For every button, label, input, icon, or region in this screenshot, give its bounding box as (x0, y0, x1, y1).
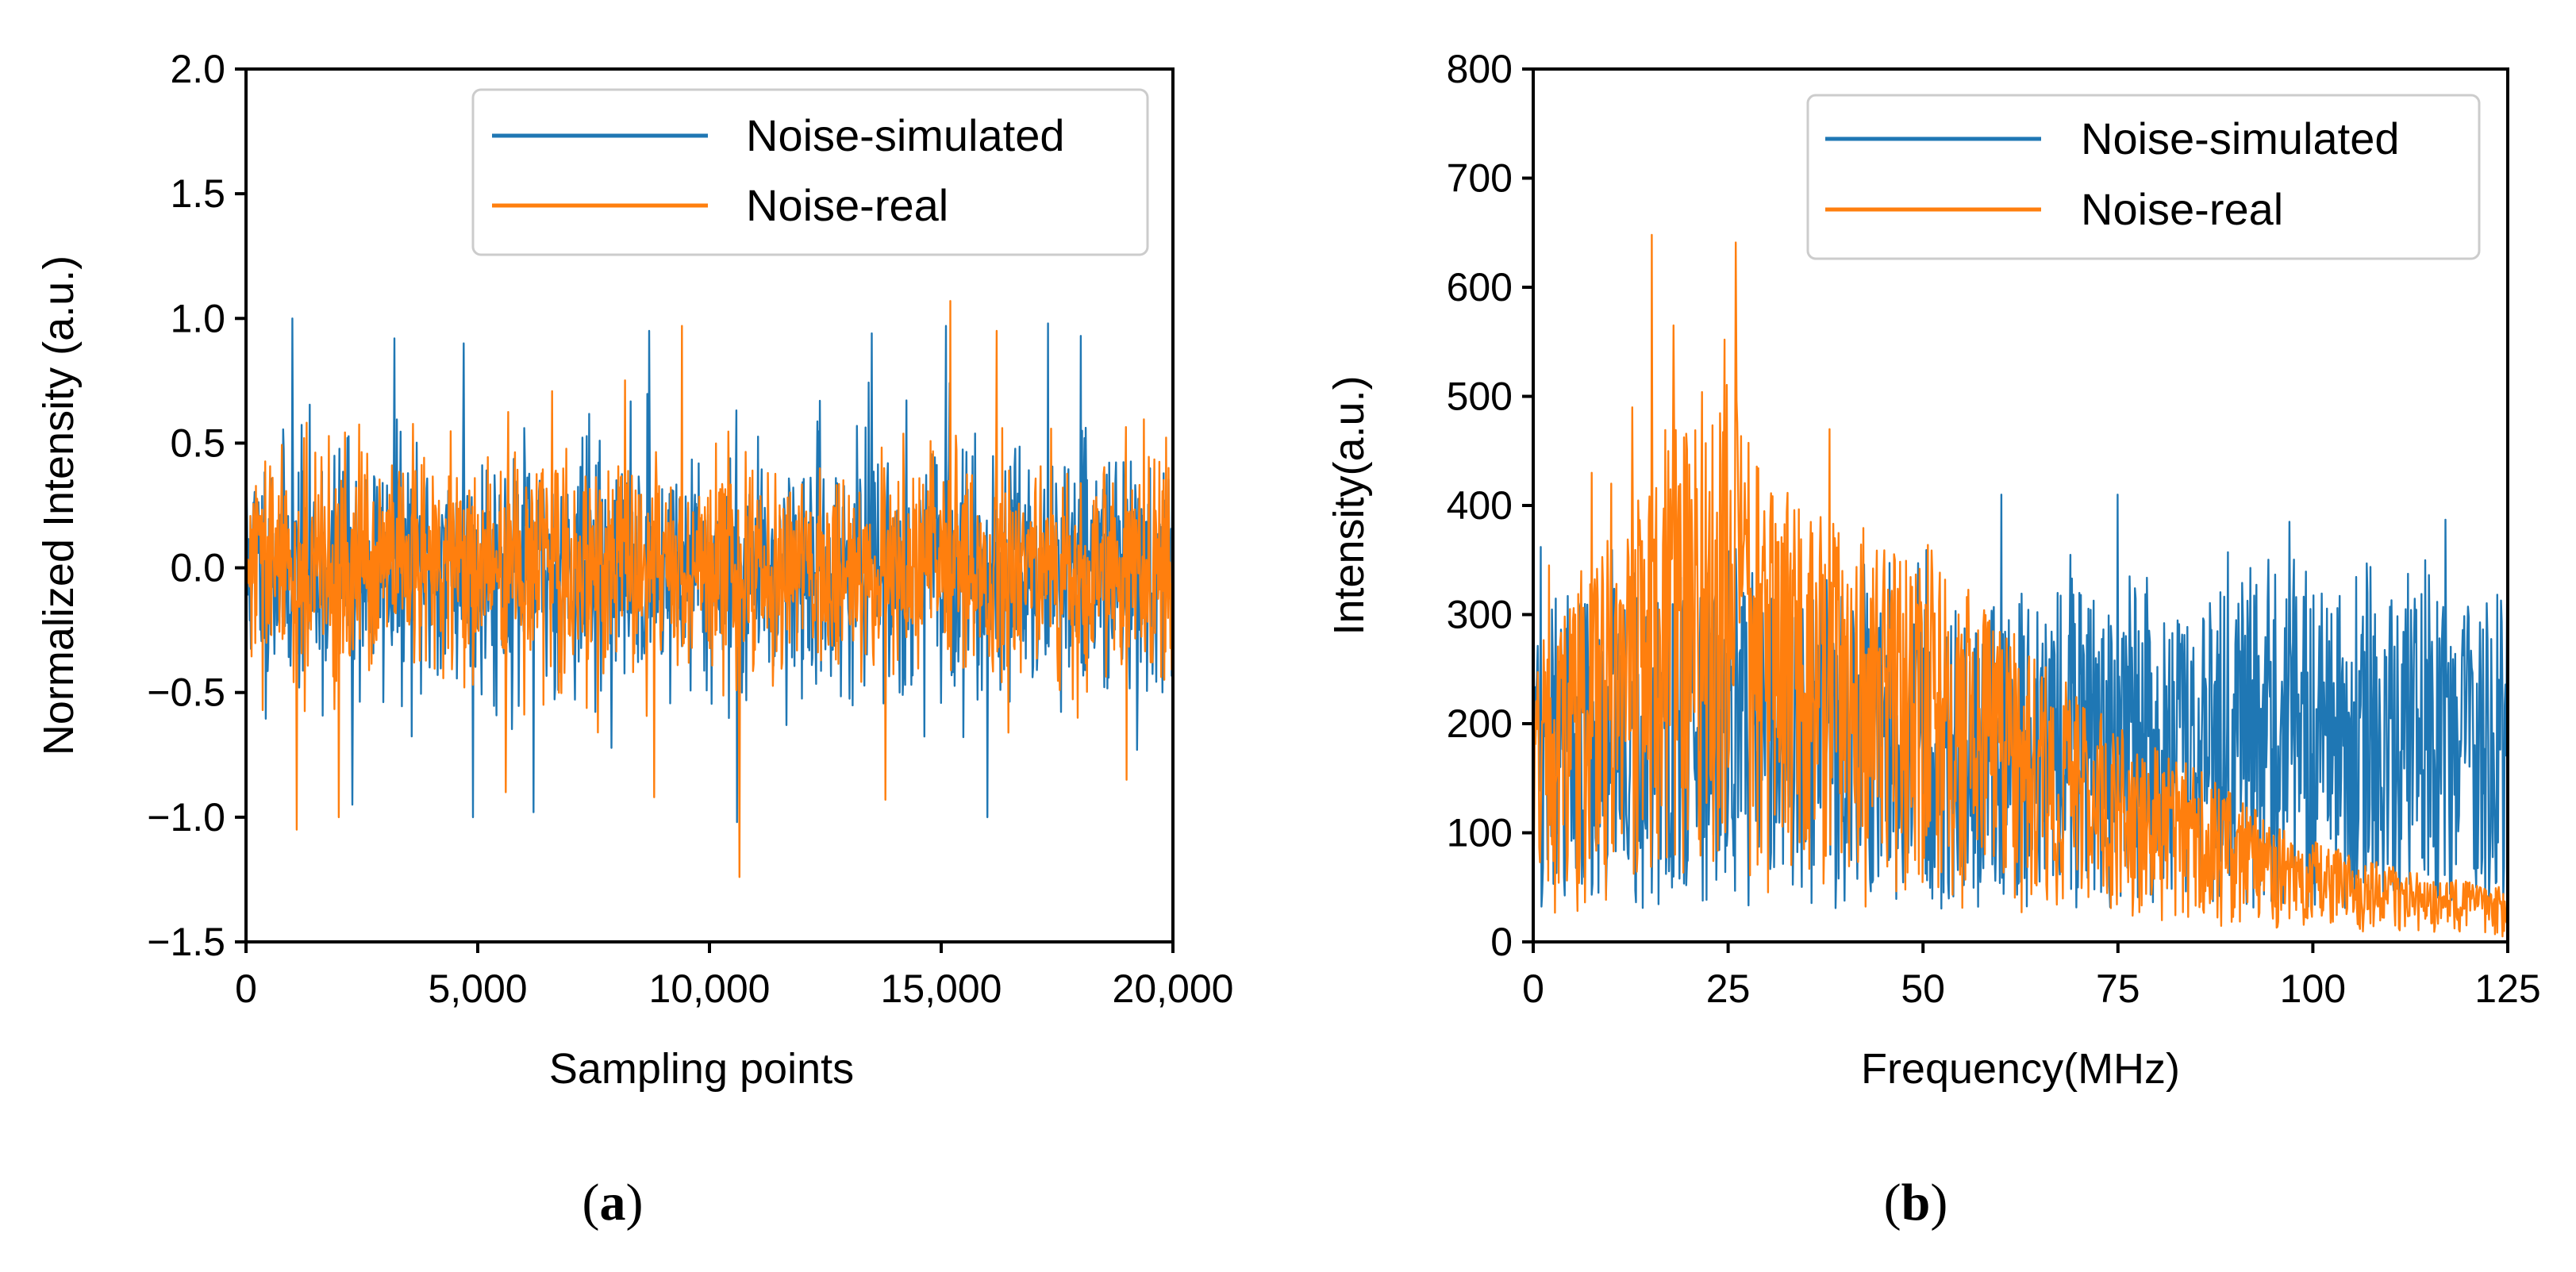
y-tick-label: 1.5 (170, 171, 225, 216)
y-tick-label: 100 (1447, 811, 1513, 855)
x-axis-label-b: Frequency(MHz) (1861, 1045, 2180, 1093)
y-tick-label: 0.0 (170, 546, 225, 590)
y-tick-label: 0.5 (170, 421, 225, 465)
x-tick-label: 100 (2280, 966, 2346, 1011)
series-path (244, 300, 1175, 878)
y-tick-label: 0 (1490, 920, 1513, 964)
legend-label-real-b: Noise-real (2081, 184, 2283, 234)
y-axis-label-a: Normalized Intensity (a.u.) (35, 256, 83, 755)
x-tick-label: 20,000 (1113, 966, 1234, 1011)
series-line-noise-real-a (244, 300, 1175, 878)
legend-label-simulated-b: Noise-simulated (2081, 113, 2400, 163)
x-axis-label-a: Sampling points (549, 1045, 854, 1093)
y-tick-label: 500 (1447, 375, 1513, 419)
y-tick-label: 2.0 (170, 47, 225, 91)
x-tick-label: 75 (2096, 966, 2140, 1011)
x-tick-label: 25 (1706, 966, 1751, 1011)
x-axis-b: 0 25 50 75 100 125 (1522, 942, 2541, 1011)
y-axis-b: 0 100 200 300 400 500 600 700 800 (1447, 47, 1533, 964)
x-tick-label: 0 (235, 966, 257, 1011)
y-tick-label: −1.0 (147, 795, 225, 840)
y-tick-label: 1.0 (170, 296, 225, 340)
y-tick-label: −0.5 (147, 671, 225, 715)
legend-frame-a (471, 88, 1149, 256)
x-tick-label: 125 (2474, 966, 2540, 1011)
legend-a: Noise-simulated Noise-real (471, 88, 1149, 256)
legend-frame-b (1806, 94, 2481, 260)
y-tick-label: 200 (1447, 701, 1513, 746)
y-tick-label: 700 (1447, 156, 1513, 201)
x-tick-label: 15,000 (881, 966, 1002, 1011)
series-path (1532, 233, 2509, 938)
series-line-noise-real-b (1532, 233, 2509, 938)
y-axis-a: −1.5 −1.0 −0.5 0.0 0.5 1.0 1.5 2.0 (147, 47, 246, 964)
panel-label-b: (b) (1884, 1174, 1948, 1232)
y-tick-label: 400 (1447, 483, 1513, 528)
x-tick-label: 10,000 (649, 966, 771, 1011)
y-tick-label: 300 (1447, 593, 1513, 637)
legend-label-simulated-a: Noise-simulated (746, 110, 1065, 160)
x-tick-label: 0 (1522, 966, 1544, 1011)
panel-label-a: (a) (582, 1174, 644, 1232)
y-axis-label-b: Intensity(a.u.) (1325, 375, 1373, 635)
panel-a: −1.5 −1.0 −0.5 0.0 0.5 1.0 1.5 2.0 0 5,000 10,000… (35, 47, 1233, 1232)
y-tick-label: −1.5 (147, 920, 225, 964)
legend-b: Noise-simulated Noise-real (1806, 94, 2481, 260)
y-tick-label: 600 (1447, 265, 1513, 309)
y-tick-label: 800 (1447, 47, 1513, 91)
x-axis-a: 0 5,000 10,000 15,000 20,000 (235, 942, 1233, 1011)
legend-label-real-a: Noise-real (746, 180, 948, 230)
x-tick-label: 50 (1901, 966, 1945, 1011)
x-tick-label: 5,000 (428, 966, 527, 1011)
